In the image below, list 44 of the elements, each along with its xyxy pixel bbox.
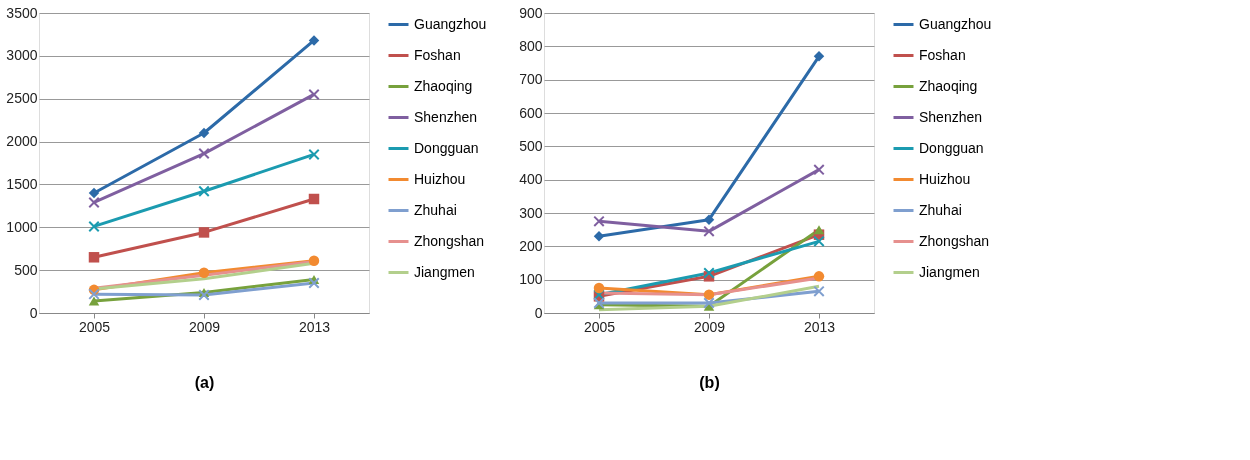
y-tick-label: 900 <box>519 4 543 21</box>
legend-label: Zhongshan <box>414 232 485 249</box>
y-tick-label: 300 <box>519 204 543 221</box>
y-tick-label: 800 <box>519 37 543 54</box>
legend-label: Dongguan <box>919 139 984 156</box>
legend-label: Huizhou <box>919 170 971 187</box>
y-tick-label: 100 <box>519 271 543 288</box>
y-tick-label: 2000 <box>6 133 38 150</box>
legend-label: Guangzhou <box>414 15 487 32</box>
legend-label: Zhaoqing <box>919 77 978 94</box>
y-tick-label: 500 <box>519 137 543 154</box>
y-tick-label: 600 <box>519 104 543 121</box>
legend-label: Jiangmen <box>414 263 475 280</box>
y-tick-label: 500 <box>14 261 38 278</box>
x-tick-label: 2009 <box>693 318 726 335</box>
legend-label: Zhuhai <box>919 201 962 218</box>
legend-label: Zhongshan <box>919 232 990 249</box>
legend-label: Foshan <box>919 46 966 63</box>
y-tick-label: 700 <box>519 71 543 88</box>
legend-label: Zhuhai <box>414 201 457 218</box>
y-tick-label: 1500 <box>6 175 38 192</box>
legend-label: Guangzhou <box>919 15 992 32</box>
y-tick-label: 0 <box>29 304 38 321</box>
legend-label: Jiangmen <box>919 263 980 280</box>
x-tick-label: 2013 <box>803 318 836 335</box>
y-tick-label: 0 <box>534 304 543 321</box>
legend-label: Foshan <box>414 46 461 63</box>
y-tick-label: 1000 <box>6 218 38 235</box>
y-tick-label: 3500 <box>6 4 38 21</box>
x-tick-label: 2005 <box>78 318 111 335</box>
y-tick-label: 400 <box>519 171 543 188</box>
y-tick-label: 2500 <box>6 90 38 107</box>
x-axis-title: (b) <box>699 373 720 391</box>
legend-label: Shenzhen <box>919 108 983 125</box>
x-axis-title: (a) <box>194 373 215 391</box>
x-tick-label: 2013 <box>298 318 331 335</box>
x-tick-label: 2005 <box>583 318 616 335</box>
y-tick-label: 200 <box>519 237 543 254</box>
legend-label: Huizhou <box>414 170 466 187</box>
y-tick-label: 3000 <box>6 47 38 64</box>
legend-label: Dongguan <box>414 139 479 156</box>
x-tick-label: 2009 <box>188 318 221 335</box>
legend-label: Shenzhen <box>414 108 478 125</box>
legend-label: Zhaoqing <box>414 77 473 94</box>
